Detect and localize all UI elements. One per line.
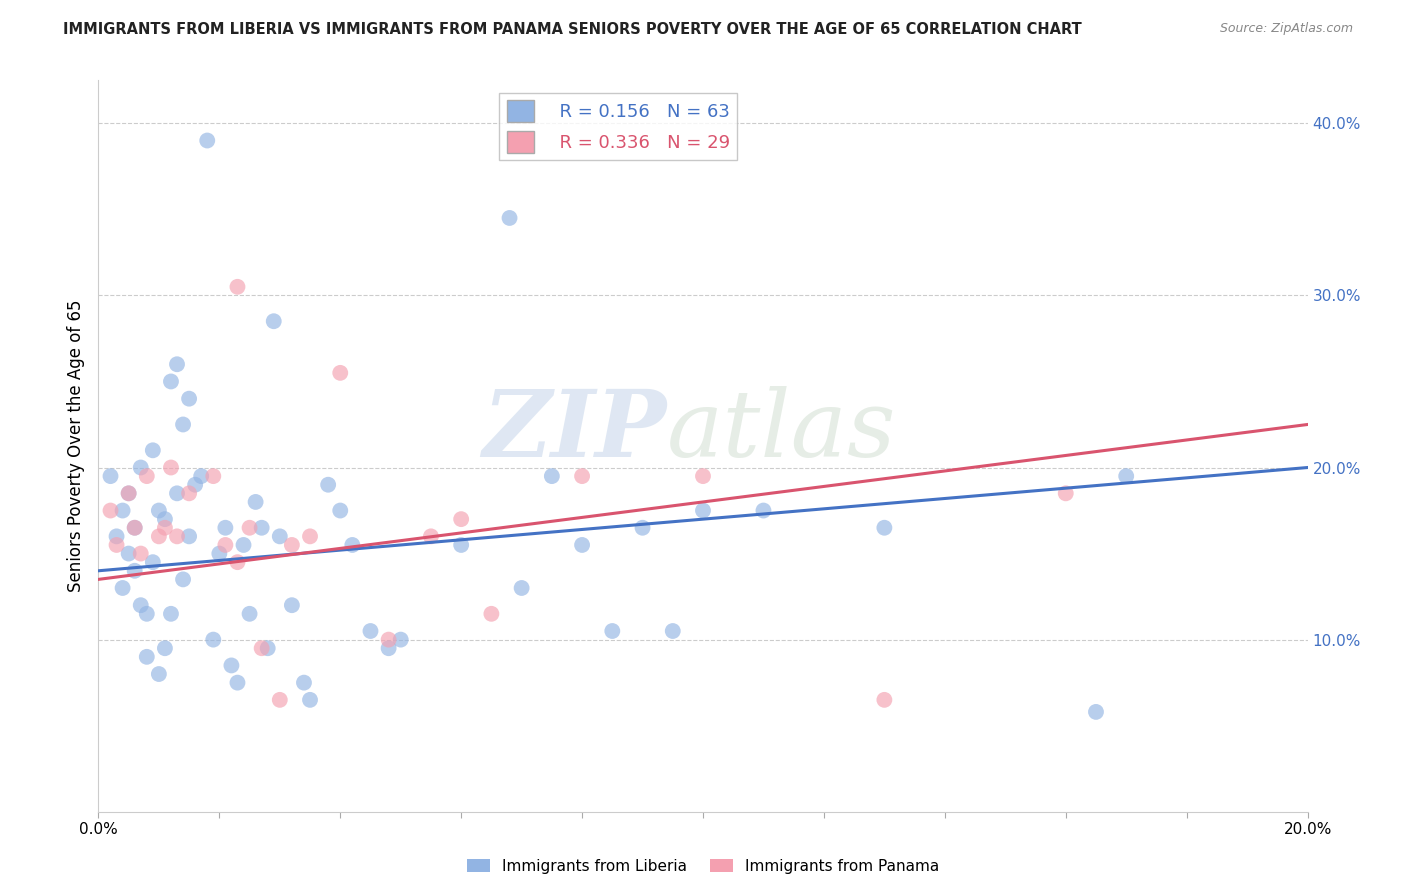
Point xyxy=(571,538,593,552)
Point xyxy=(360,624,382,638)
Point xyxy=(239,607,262,621)
Point xyxy=(105,529,128,543)
Point xyxy=(377,641,399,656)
Point xyxy=(184,477,207,491)
Point xyxy=(221,658,243,673)
Point xyxy=(202,469,225,483)
Point xyxy=(299,529,322,543)
Point xyxy=(214,538,236,552)
Point xyxy=(1115,469,1137,483)
Point xyxy=(239,521,262,535)
Point xyxy=(281,598,304,612)
Point xyxy=(752,503,775,517)
Point xyxy=(329,503,352,517)
Point xyxy=(269,529,291,543)
Point xyxy=(263,314,285,328)
Point xyxy=(111,581,134,595)
Text: ZIP: ZIP xyxy=(482,386,666,476)
Point xyxy=(316,477,339,491)
Point xyxy=(160,460,183,475)
Point xyxy=(571,469,593,483)
Point xyxy=(118,486,141,500)
Point xyxy=(692,469,714,483)
Point xyxy=(166,357,188,371)
Point xyxy=(1085,705,1108,719)
Point xyxy=(135,649,157,664)
Point xyxy=(250,521,273,535)
Point xyxy=(153,512,176,526)
Point xyxy=(510,581,533,595)
Point xyxy=(172,417,194,432)
Point xyxy=(118,547,141,561)
Point xyxy=(226,675,249,690)
Point xyxy=(540,469,562,483)
Point xyxy=(118,486,141,500)
Point xyxy=(389,632,412,647)
Point xyxy=(195,134,218,148)
Point xyxy=(420,529,443,543)
Point xyxy=(129,598,152,612)
Point xyxy=(142,443,165,458)
Point xyxy=(179,486,201,500)
Point xyxy=(148,667,170,681)
Point xyxy=(105,538,128,552)
Point xyxy=(873,693,896,707)
Point xyxy=(148,529,170,543)
Point xyxy=(226,280,249,294)
Point xyxy=(172,573,194,587)
Point xyxy=(166,529,188,543)
Point xyxy=(256,641,278,656)
Point xyxy=(129,547,152,561)
Point xyxy=(166,486,188,500)
Point xyxy=(281,538,304,552)
Point xyxy=(269,693,291,707)
Text: Source: ZipAtlas.com: Source: ZipAtlas.com xyxy=(1219,22,1353,36)
Point xyxy=(226,555,249,569)
Point xyxy=(214,521,236,535)
Point xyxy=(329,366,352,380)
Point xyxy=(202,632,225,647)
Point xyxy=(111,503,134,517)
Point xyxy=(450,512,472,526)
Point xyxy=(450,538,472,552)
Point xyxy=(1054,486,1077,500)
Point xyxy=(124,564,146,578)
Point xyxy=(342,538,364,552)
Point xyxy=(129,460,152,475)
Point xyxy=(377,632,399,647)
Point xyxy=(124,521,146,535)
Point xyxy=(661,624,683,638)
Point xyxy=(148,503,170,517)
Point xyxy=(299,693,322,707)
Point xyxy=(602,624,624,638)
Text: IMMIGRANTS FROM LIBERIA VS IMMIGRANTS FROM PANAMA SENIORS POVERTY OVER THE AGE O: IMMIGRANTS FROM LIBERIA VS IMMIGRANTS FR… xyxy=(63,22,1083,37)
Point xyxy=(292,675,315,690)
Legend: Immigrants from Liberia, Immigrants from Panama: Immigrants from Liberia, Immigrants from… xyxy=(461,853,945,880)
Point xyxy=(631,521,654,535)
Point xyxy=(873,521,896,535)
Y-axis label: Seniors Poverty Over the Age of 65: Seniors Poverty Over the Age of 65 xyxy=(66,300,84,592)
Point xyxy=(250,641,273,656)
Point xyxy=(232,538,254,552)
Point xyxy=(153,641,176,656)
Legend:   R = 0.156   N = 63,   R = 0.336   N = 29: R = 0.156 N = 63, R = 0.336 N = 29 xyxy=(499,93,737,161)
Text: atlas: atlas xyxy=(666,386,896,476)
Point xyxy=(100,469,122,483)
Point xyxy=(245,495,267,509)
Point xyxy=(179,529,201,543)
Point xyxy=(135,607,157,621)
Point xyxy=(481,607,503,621)
Point xyxy=(160,607,183,621)
Point xyxy=(692,503,714,517)
Point xyxy=(179,392,201,406)
Point xyxy=(100,503,122,517)
Point xyxy=(190,469,212,483)
Point xyxy=(208,547,231,561)
Point xyxy=(142,555,165,569)
Point xyxy=(124,521,146,535)
Point xyxy=(153,521,176,535)
Point xyxy=(135,469,157,483)
Point xyxy=(160,375,183,389)
Point xyxy=(498,211,520,225)
